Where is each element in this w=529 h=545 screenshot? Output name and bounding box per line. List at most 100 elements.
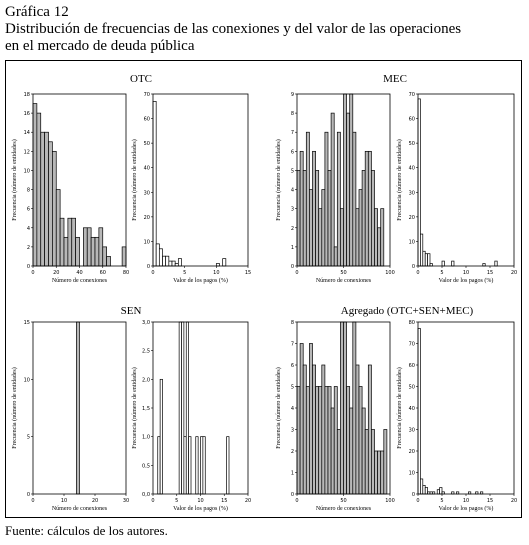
y-tick-label: 8: [291, 320, 294, 326]
histogram-bar: [94, 236, 100, 267]
y-tick-label: 18: [24, 92, 30, 98]
histogram-bar: [427, 253, 431, 267]
x-tick-label: 10: [197, 498, 203, 504]
y-tick-label: 0: [291, 264, 294, 270]
x-tick-label: 50: [340, 498, 346, 504]
y-axis-label: Frecuencia (número de entidades): [275, 139, 282, 220]
y-axis-label: Frecuencia (número de entidades): [275, 367, 282, 448]
y-tick-label: 7: [291, 342, 294, 348]
y-tick-label: 0,0: [142, 492, 150, 498]
y-tick-label: 10: [144, 239, 150, 245]
x-tick-label: 5: [440, 498, 443, 504]
y-tick-label: 70: [409, 342, 415, 348]
histogram-bar: [361, 170, 366, 267]
y-tick-label: 7: [291, 130, 294, 136]
x-tick-label: 5: [440, 270, 443, 276]
panel-group-title: SEN: [121, 305, 142, 317]
histogram-bar: [202, 436, 206, 495]
y-axis-label: Frecuencia (número de entidades): [131, 139, 138, 220]
y-tick-label: 1: [291, 471, 294, 477]
histogram-bar: [336, 131, 341, 267]
histogram-bar: [305, 131, 310, 267]
y-tick-label: 60: [409, 363, 415, 369]
histogram-panel-7: Agregado (OTC+SEN+MEC)0 50 100012345678Núm…: [275, 305, 474, 512]
histogram-panel-2: 0 5 10 15 0 10 20 30 40 50 60 70 Valor de los pagos …: [131, 92, 251, 284]
histogram-bar: [352, 321, 357, 495]
x-tick-label: 10: [463, 498, 469, 504]
histogram-bar: [86, 227, 92, 267]
x-tick-label: 15: [221, 498, 227, 504]
panel-group-title: Agregado (OTC+SEN+MEC): [341, 305, 474, 317]
x-axis-label: Número de conexiones: [52, 506, 108, 512]
y-tick-label: 40: [409, 166, 415, 172]
x-axis-label: Valor de los pagos (%): [173, 277, 228, 284]
histogram-bar: [346, 112, 351, 267]
x-tick-label: 20: [92, 498, 98, 504]
histogram-bar: [324, 131, 329, 267]
histogram-bar: [321, 364, 326, 495]
histogram-bar: [324, 386, 329, 495]
x-axis-label: Valor de los pagos (%): [173, 505, 228, 512]
histogram-bar: [340, 321, 344, 495]
histogram-panel-1: OTC 0 20 40 60 80 0 2 4 6 8 10 12 14 16 18 Número de con…: [11, 73, 152, 284]
y-tick-label: 4: [291, 188, 294, 194]
x-tick-label: 0: [31, 498, 34, 504]
y-tick-label: 30: [144, 190, 150, 196]
histogram-bar: [371, 170, 375, 267]
y-tick-label: 10: [24, 168, 30, 174]
histogram-panel-4: 0 5 10 15 20 0 10 20 30 40 50 60 70 Valor de los pago…: [396, 92, 517, 284]
x-tick-label: 20: [53, 270, 59, 276]
histogram-bar: [226, 436, 230, 495]
y-tick-label: 10: [24, 377, 30, 383]
histogram-bar: [439, 487, 443, 495]
histogram-bar: [364, 150, 369, 267]
plot-area-border: [32, 321, 127, 495]
histogram-bar: [451, 260, 455, 267]
x-tick-label: 30: [123, 498, 129, 504]
y-tick-label: 2,0: [142, 377, 150, 383]
y-tick-label: 5: [291, 385, 294, 391]
y-tick-label: 40: [409, 406, 415, 412]
x-axis-label: Número de conexiones: [316, 506, 372, 512]
y-axis-label: Frecuencia (número de entidades): [11, 367, 18, 448]
histogram-bar: [355, 208, 360, 267]
histogram-bar: [343, 321, 347, 495]
histogram-bar: [321, 189, 326, 267]
histogram-bar: [121, 246, 127, 267]
source-note: Fuente: cálculos de los autores.: [5, 523, 168, 538]
x-tick-label: 40: [76, 270, 82, 276]
y-tick-label: 20: [409, 215, 415, 221]
x-tick-label: 20: [245, 498, 251, 504]
y-tick-label: 2: [27, 245, 30, 251]
panel-group-title: MEC: [383, 73, 407, 85]
histogram-bar: [159, 378, 163, 495]
histogram-bar: [377, 450, 382, 495]
histogram-bar: [71, 217, 76, 267]
y-axis-label: Frecuencia (número de entidades): [396, 139, 403, 220]
histogram-bar: [343, 93, 347, 267]
histogram-bar: [318, 208, 323, 267]
y-tick-label: 0: [291, 492, 294, 498]
y-tick-label: 1,5: [142, 406, 150, 412]
histogram-bar: [364, 429, 369, 495]
x-axis-label: Valor de los pagos (%): [439, 277, 494, 284]
histogram-bar: [302, 364, 307, 495]
histogram-bar: [367, 364, 372, 495]
y-tick-label: 14: [24, 130, 30, 136]
x-tick-label: 20: [511, 270, 517, 276]
histogram-bar: [162, 255, 167, 267]
y-tick-label: 2: [291, 449, 294, 455]
y-tick-label: 16: [24, 111, 30, 117]
histogram-bar: [299, 150, 304, 267]
y-tick-label: 0: [412, 264, 415, 270]
histogram-bar: [32, 103, 38, 267]
x-tick-label: 0: [416, 498, 419, 504]
x-tick-label: 0: [416, 270, 419, 276]
histogram-bar: [358, 189, 363, 267]
histogram-bar: [355, 364, 360, 495]
plot-area-border: [152, 93, 249, 267]
histogram-bar: [374, 450, 378, 495]
histogram-bar: [309, 189, 313, 267]
histogram-bar: [312, 364, 316, 495]
plot-area-border: [417, 93, 515, 267]
